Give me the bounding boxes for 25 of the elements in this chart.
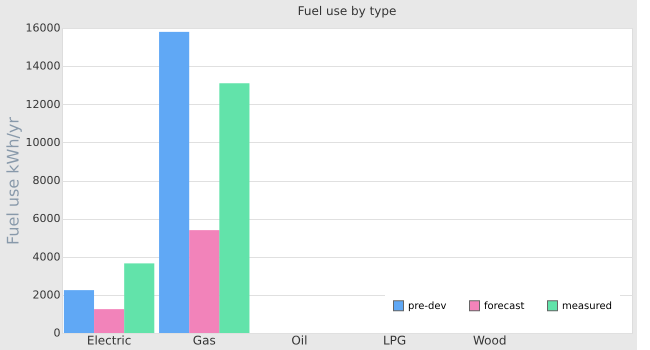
x-tick-label: Gas [192,334,216,348]
y-axis-title: Fuel use kWh/yr [4,116,23,245]
x-tick-label: Electric [86,334,132,348]
y-tick-label: 12000 [26,98,60,111]
y-tick-label: 0 [54,326,60,340]
legend-label: forecast [484,300,525,312]
bar [189,230,220,333]
x-tick-label: LPG [382,334,406,348]
x-tick-label: Wood [473,334,506,348]
bar [64,290,94,333]
legend-label: pre-dev [408,300,446,312]
legend-label: measured [562,300,612,312]
y-tick-label: 2000 [32,288,60,302]
y-tick-label: 14000 [26,60,60,73]
bar [124,263,154,333]
y-tick-label: 4000 [32,250,60,264]
chart-title: Fuel use by type [298,4,396,18]
y-tick-label: 8000 [32,174,60,187]
x-tick-label: Oil [291,334,308,348]
bar [219,83,250,333]
y-tick-label: 6000 [32,212,60,226]
bar [159,32,190,333]
y-tick-label: 16000 [26,22,60,34]
bar [94,309,124,333]
y-tick-label: 10000 [26,136,60,149]
